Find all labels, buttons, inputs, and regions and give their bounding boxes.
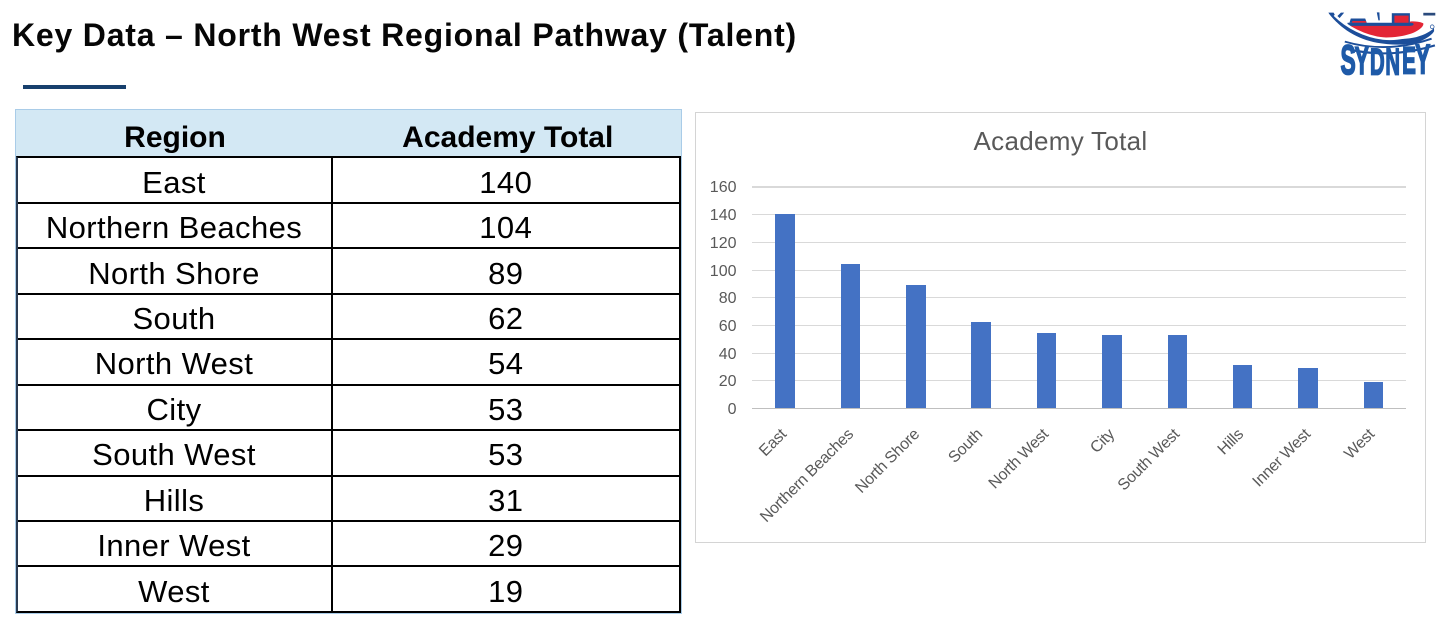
svg-text:E: E [1402, 40, 1416, 78]
svg-text:Y: Y [1355, 39, 1369, 78]
svg-text:D: D [1370, 42, 1385, 78]
svg-text:N: N [1385, 42, 1400, 78]
svg-text:S: S [1341, 37, 1356, 78]
svg-text:Y: Y [1415, 37, 1430, 78]
